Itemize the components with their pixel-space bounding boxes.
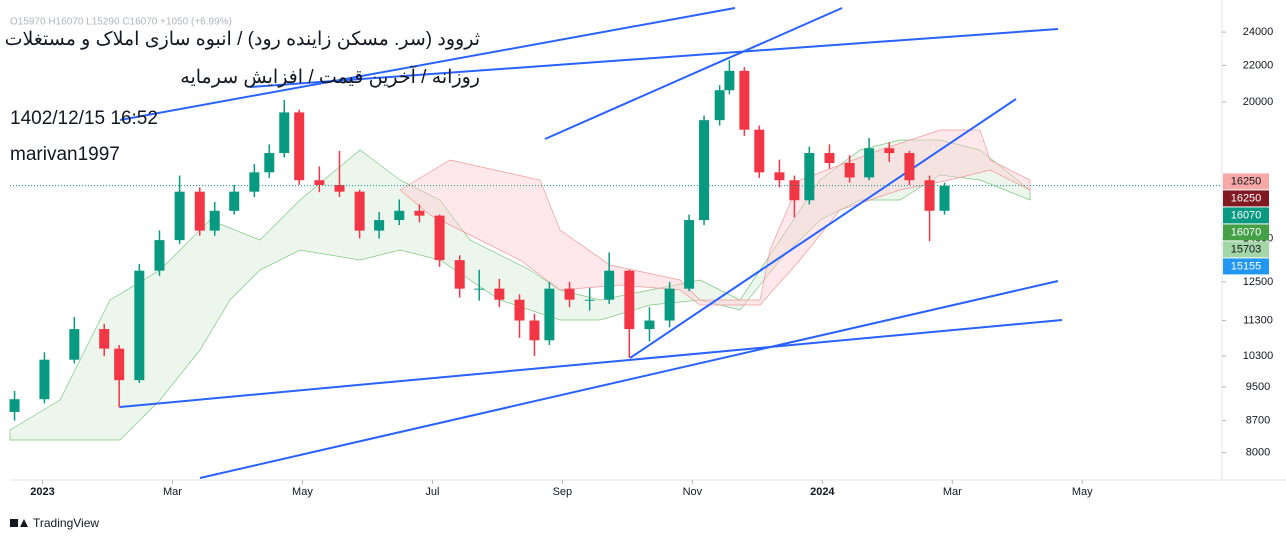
price-label: 16250 xyxy=(1231,175,1262,187)
candle-body xyxy=(529,320,540,341)
candle-body xyxy=(474,288,485,290)
candle-body xyxy=(884,148,895,154)
subtitle: روزانه / آخرین قیمت / افزایش سرمایه xyxy=(180,65,480,88)
y-tick-label: 8000 xyxy=(1246,447,1270,459)
candle-body xyxy=(294,112,305,181)
trendline xyxy=(119,7,736,121)
x-tick-label: 2023 xyxy=(30,486,54,498)
candle-body xyxy=(9,399,20,412)
candle-body xyxy=(924,180,935,211)
candle-body xyxy=(39,359,50,400)
price-label: 15155 xyxy=(1231,260,1262,272)
timestamp: 1402/12/15 16:52 xyxy=(10,108,158,129)
y-tick-label: 22000 xyxy=(1243,59,1274,71)
ohlc-legend: O15970 H16070 L15290 C16070 +1050 (+6.99… xyxy=(10,17,232,28)
candle-body xyxy=(864,148,875,178)
candle-body xyxy=(154,240,165,271)
price-label-bg xyxy=(1223,241,1269,258)
x-tick-label: May xyxy=(1072,486,1093,498)
candle-body xyxy=(174,191,185,241)
candle-body xyxy=(664,288,675,321)
candle-body xyxy=(774,172,785,181)
candle-body xyxy=(514,299,525,321)
x-tick-label: Nov xyxy=(683,486,703,498)
candle-body xyxy=(374,220,385,231)
y-tick-label: 20000 xyxy=(1243,96,1274,108)
candle-body xyxy=(249,172,260,192)
candle-body xyxy=(279,112,290,154)
candle-body xyxy=(739,70,750,130)
candle-body xyxy=(229,191,240,211)
x-tick-label: May xyxy=(292,486,313,498)
candle-body xyxy=(69,329,80,360)
candle-body xyxy=(904,153,915,181)
candle-body xyxy=(114,348,125,381)
price-label: 16250 xyxy=(1231,192,1262,204)
y-tick-label: 9500 xyxy=(1246,381,1270,393)
y-tick-label: 11300 xyxy=(1243,314,1273,326)
candle-body xyxy=(354,191,365,231)
candle-body xyxy=(209,210,220,231)
y-tick-label: 10300 xyxy=(1243,350,1274,362)
candle-body xyxy=(604,270,615,300)
candle-body xyxy=(454,260,465,289)
brand: TradingView xyxy=(33,516,99,530)
candle-body xyxy=(99,329,110,349)
trendline xyxy=(199,280,1059,479)
candle-body xyxy=(684,220,695,289)
candle-body xyxy=(194,191,205,231)
x-tick-label: 2024 xyxy=(810,486,835,498)
candle-body xyxy=(699,120,710,221)
candle-body xyxy=(584,299,595,301)
price-label: 15703 xyxy=(1231,243,1262,255)
y-tick-label: 8700 xyxy=(1246,415,1270,427)
cloud-green xyxy=(9,139,1031,441)
price-label: 16070 xyxy=(1231,209,1262,221)
price-label-bg xyxy=(1223,224,1269,241)
candle-body xyxy=(414,210,425,216)
candle-body xyxy=(334,184,345,192)
candle-body xyxy=(434,215,445,261)
price-label-bg xyxy=(1223,173,1269,190)
y-tick-label: 24000 xyxy=(1243,26,1274,38)
trendline xyxy=(249,28,1059,88)
candle-body xyxy=(314,180,325,185)
brand-logo xyxy=(10,519,28,527)
x-tick-label: Jul xyxy=(425,486,439,498)
price-label-bg xyxy=(1223,190,1269,207)
trendline xyxy=(119,319,1063,408)
candle-body xyxy=(544,288,555,341)
candle-body xyxy=(624,270,635,330)
price-label-bg xyxy=(1223,258,1269,275)
candle-body xyxy=(494,288,505,300)
author: marivan1997 xyxy=(10,144,120,165)
candle-body xyxy=(844,163,855,178)
candle-body xyxy=(644,320,655,330)
candle-body xyxy=(714,90,725,121)
y-tick-label: 12500 xyxy=(1243,276,1274,288)
candle-body xyxy=(264,153,275,173)
candle-body xyxy=(724,70,735,91)
x-tick-label: Mar xyxy=(943,486,962,498)
candle-body xyxy=(754,129,765,173)
trendline xyxy=(629,98,1017,359)
candle-body xyxy=(804,153,815,201)
plot xyxy=(9,60,1222,421)
candle-body xyxy=(789,180,800,201)
x-tick-label: Mar xyxy=(163,486,182,498)
candle-body xyxy=(394,210,405,221)
price-label-bg xyxy=(1223,207,1269,224)
candle-body xyxy=(564,288,575,300)
candle-body xyxy=(134,270,145,381)
trendline xyxy=(544,7,843,140)
price-label: 16070 xyxy=(1231,226,1262,238)
title: ثروود (سر. مسکن زاینده رود) / انبوه سازی… xyxy=(5,29,480,50)
candle-body xyxy=(939,185,950,211)
candle-body xyxy=(824,153,835,164)
x-tick-label: Sep xyxy=(553,486,573,498)
